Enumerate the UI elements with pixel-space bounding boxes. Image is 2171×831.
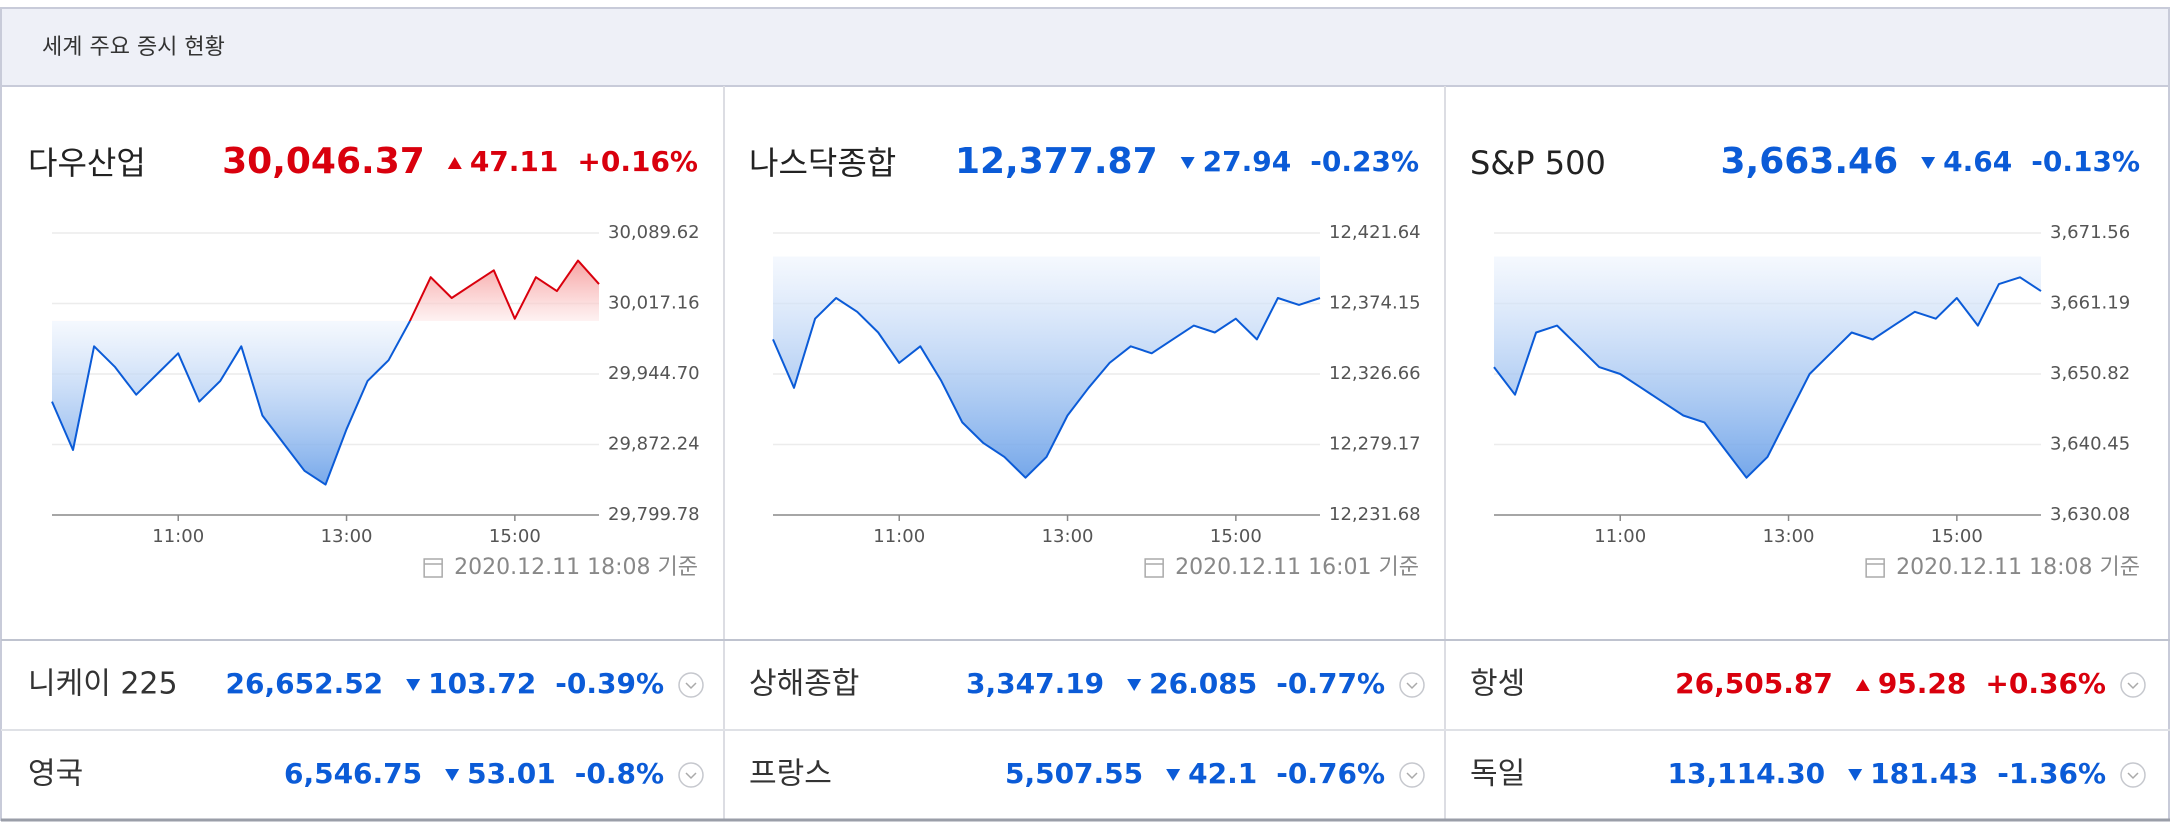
expand-button (1399, 762, 1425, 788)
calendar-icon (423, 558, 443, 578)
change-value: 181.43 (1870, 757, 1978, 790)
x-tick-label: 13:00 (1042, 526, 1094, 547)
change-value: 47.11 (470, 145, 559, 178)
index-name: 다우산업 (28, 144, 146, 182)
y-tick-label: 3,640.45 (2050, 434, 2130, 455)
title-bar (0, 7, 2170, 87)
expand-button (1399, 672, 1425, 698)
widget-title: 세계 주요 증시 현황 (42, 35, 225, 60)
price: 5,507.55 (1005, 757, 1143, 790)
expand-button (2120, 672, 2146, 698)
y-tick-label: 3,650.82 (2050, 363, 2130, 384)
arrow-down (445, 769, 460, 781)
y-tick-label: 12,279.17 (1329, 434, 1421, 455)
expand-button (2120, 762, 2146, 788)
index-name: 나스닥종합 (749, 144, 896, 182)
price: 12,377.87 (955, 141, 1158, 182)
change-value: 53.01 (467, 757, 556, 790)
change-percent: -0.23% (1310, 145, 1419, 178)
x-tick-label: 15:00 (1931, 526, 1983, 547)
y-tick-label: 30,017.16 (608, 293, 700, 314)
arrow-down (1127, 679, 1142, 691)
change-percent: -0.76% (1276, 757, 1385, 790)
x-tick-label: 15:00 (489, 526, 541, 547)
index-name: 니케이 225 (28, 667, 178, 702)
y-tick-label: 12,231.68 (1329, 504, 1421, 525)
x-tick-label: 11:00 (1594, 526, 1646, 547)
x-tick-label: 11:00 (152, 526, 204, 547)
change-value: 103.72 (428, 667, 536, 700)
change-percent: -0.77% (1276, 667, 1385, 700)
change-percent: -0.39% (555, 667, 664, 700)
area (1494, 256, 2041, 478)
change-percent: -0.13% (2031, 145, 2140, 178)
arrow-down (1166, 769, 1181, 781)
change-value: 95.28 (1878, 667, 1967, 700)
index-name: 항셍 (1470, 667, 1525, 702)
timestamp: 2020.12.11 16:01 기준 (1175, 555, 1419, 580)
y-tick-label: 29,872.24 (608, 434, 700, 455)
price: 26,505.87 (1675, 667, 1833, 700)
arrow-down (1848, 769, 1863, 781)
arrow-down (1921, 157, 1936, 169)
expand-icon (2127, 682, 2139, 690)
expand-icon (1406, 772, 1418, 780)
widget-frame (0, 7, 2170, 821)
y-tick-label: 3,671.56 (2050, 222, 2130, 243)
timestamp: 2020.12.11 18:08 기준 (1896, 555, 2140, 580)
price: 3,663.46 (1720, 141, 1898, 182)
area (52, 260, 599, 485)
y-tick-label: 3,661.19 (2050, 293, 2130, 314)
expand-button (678, 672, 704, 698)
index-name: 프랑스 (749, 757, 832, 792)
index-name: 영국 (28, 757, 83, 792)
x-tick-label: 15:00 (1210, 526, 1262, 547)
price: 30,046.37 (222, 141, 425, 182)
change-percent: -1.36% (1997, 757, 2106, 790)
timestamp: 2020.12.11 18:08 기준 (454, 555, 698, 580)
calendar-icon (1144, 558, 1164, 578)
y-tick-label: 3,630.08 (2050, 504, 2130, 525)
price: 6,546.75 (284, 757, 422, 790)
y-tick-label: 12,326.66 (1329, 363, 1421, 384)
x-tick-label: 13:00 (321, 526, 373, 547)
arrow-up (447, 157, 462, 169)
expand-icon (685, 772, 697, 780)
expand-icon (1406, 682, 1418, 690)
y-tick-label: 12,374.15 (1329, 293, 1421, 314)
arrow-down (406, 679, 421, 691)
change-percent: +0.16% (577, 145, 698, 178)
y-tick-label: 12,421.64 (1329, 222, 1421, 243)
price: 3,347.19 (966, 667, 1104, 700)
y-tick-label: 30,089.62 (608, 222, 700, 243)
change-value: 4.64 (1943, 145, 2012, 178)
change-percent: -0.8% (575, 757, 664, 790)
arrow-down (1180, 157, 1195, 169)
y-tick-label: 29,799.78 (608, 504, 700, 525)
price: 26,652.52 (226, 667, 384, 700)
change-value: 26.085 (1149, 667, 1257, 700)
change-percent: +0.36% (1985, 667, 2106, 700)
price: 13,114.30 (1668, 757, 1826, 790)
expand-icon (2127, 772, 2139, 780)
arrow-up (1855, 679, 1870, 691)
calendar-icon (1865, 558, 1885, 578)
index-name: 상해종합 (749, 667, 859, 702)
change-value: 27.94 (1203, 145, 1292, 178)
expand-button (678, 762, 704, 788)
x-tick-label: 11:00 (873, 526, 925, 547)
index-name: 독일 (1470, 757, 1525, 792)
x-tick-label: 13:00 (1763, 526, 1815, 547)
index-name: S&P 500 (1470, 144, 1606, 182)
y-tick-label: 29,944.70 (608, 363, 700, 384)
price-line (51, 259, 600, 486)
area (773, 256, 1320, 478)
change-value: 42.1 (1188, 757, 1257, 790)
price-line (1493, 276, 2042, 479)
price-line (772, 297, 1321, 479)
expand-icon (685, 682, 697, 690)
